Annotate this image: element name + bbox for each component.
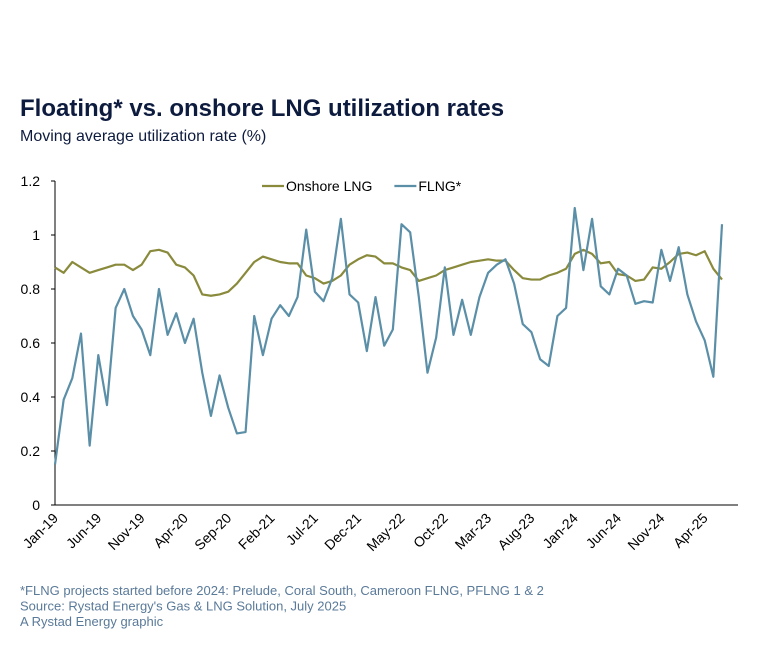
chart-title: Floating* vs. onshore LNG utilization ra… <box>20 95 504 122</box>
x-tick-label: Oct-22 <box>410 510 451 551</box>
footnote: *FLNG projects started before 2024: Prel… <box>20 583 544 598</box>
x-tick-label: Aug-23 <box>494 510 537 553</box>
x-tick-label: Dec-21 <box>321 510 364 553</box>
legend-label: Onshore LNG <box>286 178 372 194</box>
x-tick-label: Apr-25 <box>670 510 711 551</box>
x-tick-label: Nov-24 <box>624 510 667 553</box>
legend-label: FLNG* <box>418 178 461 194</box>
x-tick-label: Jul-21 <box>283 510 321 548</box>
x-tick-label: Mar-23 <box>452 510 495 553</box>
x-tick-label: Jan-19 <box>20 510 62 552</box>
y-tick-label: 1.2 <box>21 173 41 189</box>
y-tick-label: 0.8 <box>21 281 41 297</box>
footnote: A Rystad Energy graphic <box>20 614 164 629</box>
series-line <box>54 248 723 297</box>
y-tick-label: 0.6 <box>21 335 41 351</box>
y-tick-label: 0.4 <box>21 389 41 405</box>
x-tick-label: Jun-24 <box>583 510 625 552</box>
x-tick-label: Feb-21 <box>235 510 278 553</box>
x-tick-label: Nov-19 <box>105 510 148 553</box>
y-tick-label: 0.2 <box>21 443 41 459</box>
x-tick-label: Jun-19 <box>63 510 105 552</box>
x-tick-label: Jan-24 <box>539 510 581 552</box>
y-tick-label: 1 <box>32 227 40 243</box>
x-tick-label: Sep-20 <box>191 510 234 553</box>
x-tick-label: May-22 <box>363 510 407 554</box>
chart-subtitle: Moving average utilization rate (%) <box>20 128 266 145</box>
series-line <box>53 206 724 465</box>
x-tick-label: Apr-20 <box>150 510 191 551</box>
footnote: Source: Rystad Energy's Gas & LNG Soluti… <box>20 599 346 614</box>
y-tick-label: 0 <box>32 497 40 513</box>
